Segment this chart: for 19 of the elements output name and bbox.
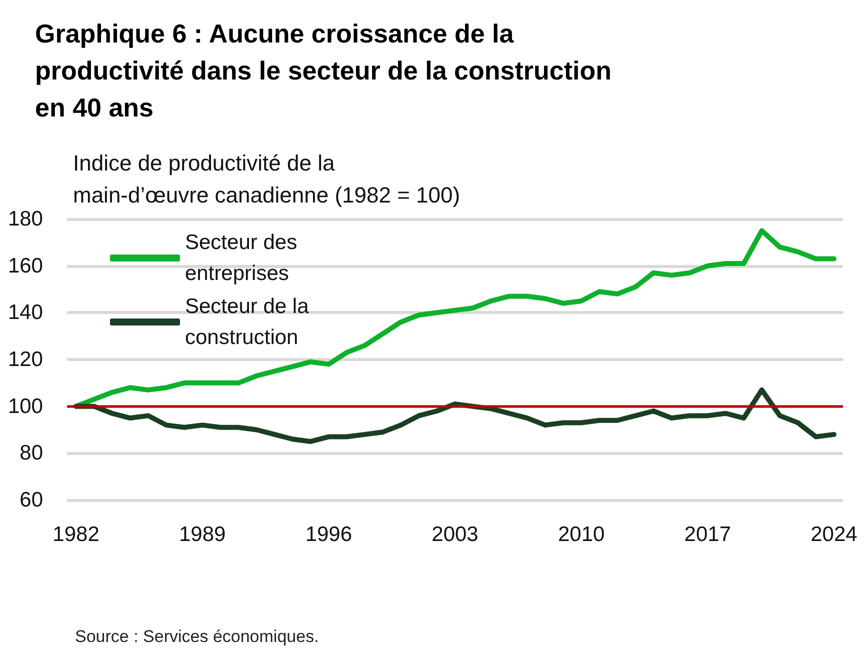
y-tick-label: 180 <box>8 208 43 230</box>
legend-label: Secteur de la construction <box>185 295 310 349</box>
x-tick-label: 1989 <box>178 523 226 546</box>
x-tick-label: 1996 <box>305 523 352 546</box>
x-tick-label: 1982 <box>52 523 100 546</box>
y-tick-label: 80 <box>20 442 43 465</box>
x-tick-label: 2024 <box>810 523 858 546</box>
source-note: Source : Services économiques. <box>75 627 319 646</box>
x-tick-label: 2017 <box>684 523 732 546</box>
x-tick-label: 2003 <box>432 523 478 546</box>
y-tick-label: 100 <box>8 394 43 418</box>
chart-title: Graphique 6 : Aucune croissance de la productivité dans le secteur de la construction en 40 ans <box>35 18 619 122</box>
y-tick-label: 140 <box>8 301 43 324</box>
x-tick-label: 2010 <box>558 523 605 546</box>
y-axis-title: Indice de productivité de la main-d’œuvre canadienne (1982 = 100) <box>73 150 460 208</box>
y-tick-label: 120 <box>8 348 43 371</box>
y-tick-label: 60 <box>20 488 43 512</box>
y-tick-label: 160 <box>8 254 43 278</box>
legend-label: Secteur des entreprises <box>185 231 298 285</box>
